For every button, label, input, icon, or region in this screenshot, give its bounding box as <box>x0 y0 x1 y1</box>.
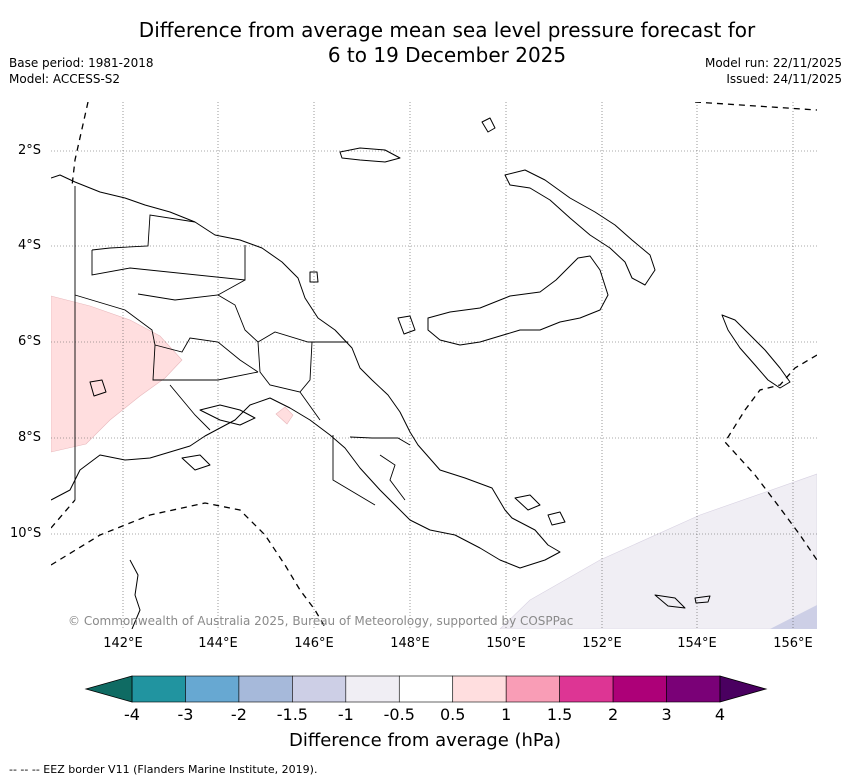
colorbar-title: Difference from average (hPa) <box>288 730 562 751</box>
province-border-9 <box>332 435 376 506</box>
gulf-of-papua-detail <box>199 404 256 426</box>
colorbar-right-arrow <box>719 675 768 703</box>
eez-borders <box>51 102 817 629</box>
new-britain-coast <box>427 255 609 346</box>
colorbar-box <box>452 675 507 703</box>
new-ireland-coast <box>504 169 656 286</box>
anomaly-positive-area <box>51 295 183 453</box>
colorbar-box <box>505 675 560 703</box>
colorbar-box <box>345 675 400 703</box>
cape-york-coast <box>129 559 141 629</box>
colorbar-tick-label: 2 <box>607 705 619 724</box>
anomaly-positive-patch <box>275 406 294 425</box>
base-period: Base period: 1981-2018 <box>9 56 154 70</box>
borders <box>74 186 411 506</box>
map-title: Difference from average mean sea level p… <box>0 18 850 68</box>
lon-label-152e: 152°E <box>582 636 622 651</box>
lat-label-6s: 6°S <box>18 334 42 349</box>
title-line-2: 6 to 19 December 2025 <box>327 43 567 67</box>
eez-north-east <box>694 102 817 111</box>
issued-date: Issued: 24/11/2025 <box>726 72 842 86</box>
model-run: Model run: 22/11/2025 <box>704 56 842 70</box>
lon-label-156e: 156°E <box>773 636 813 651</box>
colorbar-box <box>398 675 454 703</box>
run-info: Model run: 22/11/2025 Issued: 24/11/2025 <box>705 55 842 87</box>
title-line-1: Difference from average mean sea level p… <box>138 18 756 42</box>
colorbar-tick-label: 1.5 <box>546 705 573 724</box>
manus-island <box>339 147 401 163</box>
province-border-12 <box>169 384 211 431</box>
lon-label-142e: 142°E <box>103 636 143 651</box>
anomaly-negative-core <box>770 605 817 629</box>
base-info: Base period: 1981-2018 Model: ACCESS-S2 <box>9 55 154 87</box>
province-border-10 <box>349 436 411 446</box>
eez-legend: -- -- -- EEZ border V11 (Flanders Marine… <box>9 763 318 776</box>
colorbar-box <box>238 675 293 703</box>
gridlines <box>51 102 817 629</box>
province-border-11 <box>379 454 406 501</box>
eez-west-north <box>71 102 89 187</box>
tagula-island <box>654 594 686 609</box>
eez-east <box>724 354 817 561</box>
colorbar-box <box>131 675 186 703</box>
colorbar-tick-label: -2 <box>230 705 247 724</box>
eez-south-arc <box>51 502 327 629</box>
model-name: Model: ACCESS-S2 <box>9 72 121 86</box>
colorbar-tick-label: -3 <box>177 705 194 724</box>
fergusson-island <box>514 494 541 511</box>
rossel-island <box>694 595 711 604</box>
colorbar-tick-label: -1 <box>337 705 354 724</box>
copyright-notice: © Commonwealth of Australia 2025, Bureau… <box>68 614 574 628</box>
colorbar-tick-label: -4 <box>124 705 140 724</box>
colorbar-left-arrow <box>84 675 133 703</box>
colorbar-tick-label: 0.5 <box>439 705 466 724</box>
colorbar-tick-label: 3 <box>661 705 672 724</box>
colorbar-tick-label: 1 <box>501 705 512 724</box>
colorbar-box <box>185 675 240 703</box>
lat-label-2s: 2°S <box>18 143 42 158</box>
lon-label-146e: 146°E <box>294 636 334 651</box>
province-border-7 <box>257 331 348 343</box>
lon-label-154e: 154°E <box>677 636 717 651</box>
new-guinea-coast <box>51 174 561 569</box>
colorbar-tick-label: 4 <box>714 705 726 724</box>
province-border-2 <box>91 245 246 281</box>
province-border-6 <box>217 294 321 421</box>
lat-label-8s: 8°S <box>18 430 42 445</box>
colorbar-tick-label: -0.5 <box>383 705 415 724</box>
colorbar-box <box>559 675 614 703</box>
small-island-1 <box>481 117 496 133</box>
province-border-4 <box>137 279 246 301</box>
colorbar-box <box>666 675 721 703</box>
province-border-1 <box>91 214 196 251</box>
lon-label-150e: 150°E <box>486 636 526 651</box>
frederik-hendrik-island <box>89 379 107 397</box>
normanby-island <box>547 511 566 526</box>
umboi-island <box>397 315 416 335</box>
anomaly-negative-area <box>499 473 817 629</box>
colorbar-tick-label: -1.5 <box>276 705 308 724</box>
province-border-5 <box>154 337 259 373</box>
lon-label-148e: 148°E <box>390 636 430 651</box>
eez-west-south <box>51 499 76 529</box>
map-body <box>51 102 817 629</box>
lon-label-144e: 144°E <box>198 636 238 651</box>
coastlines <box>51 117 791 629</box>
bougainville-coast <box>721 314 791 389</box>
torres-islands <box>181 454 211 471</box>
colorbar-box <box>292 675 347 703</box>
colorbar <box>84 675 768 703</box>
colorbar-box <box>612 675 667 703</box>
lat-label-10s: 10°S <box>10 526 42 541</box>
karkar-island <box>309 271 319 283</box>
province-border-8 <box>299 341 313 393</box>
lat-label-4s: 4°S <box>18 238 42 253</box>
colorbar-boxes <box>131 675 721 703</box>
